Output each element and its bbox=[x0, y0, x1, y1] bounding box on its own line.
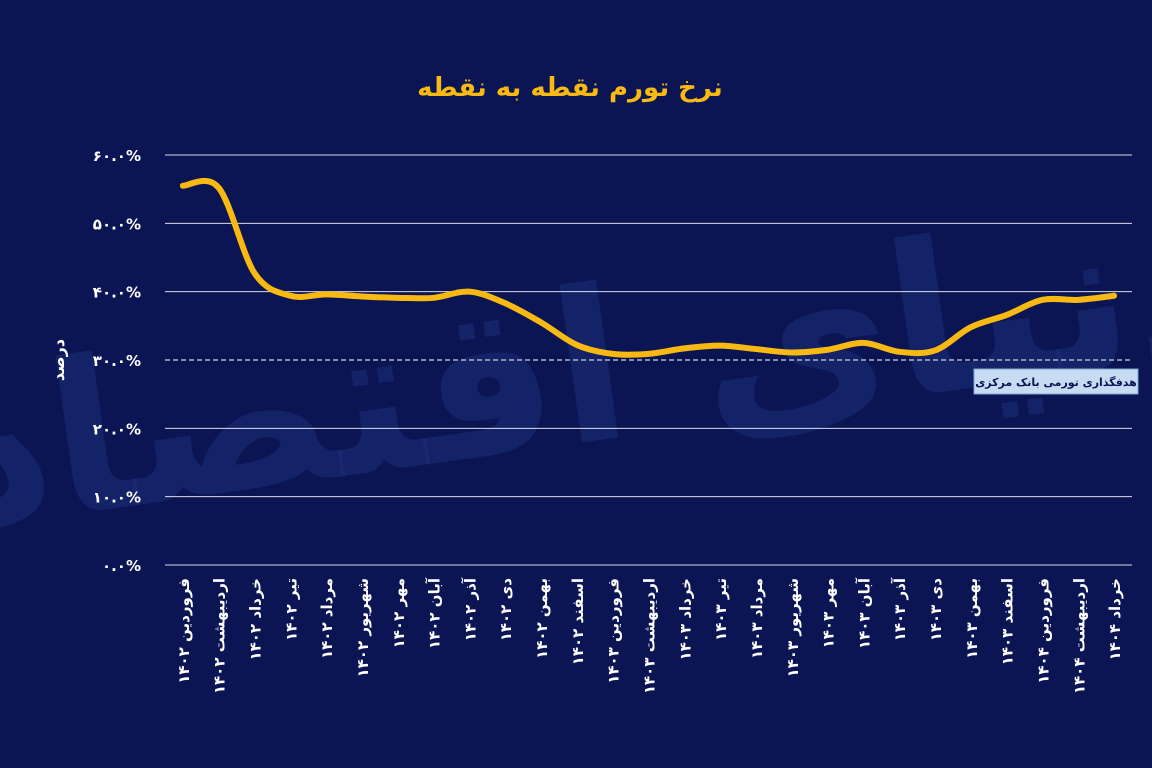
x-tick-label: اردیبهشت ۱۴۰۳ bbox=[641, 578, 659, 694]
y-tick-label: ۳۰.۰% bbox=[93, 352, 141, 370]
x-tick-label: آذر ۱۴۰۲ bbox=[461, 577, 479, 641]
y-tick-label: ۲۰.۰% bbox=[93, 420, 141, 438]
data-point bbox=[538, 319, 544, 325]
x-tick-label: مرداد ۱۴۰۲ bbox=[318, 578, 336, 659]
data-point bbox=[932, 347, 938, 353]
target-label: هدفگذاری تورمی بانک مرکزی bbox=[975, 376, 1137, 389]
data-point bbox=[968, 324, 974, 330]
x-tick-label: فروردین ۱۴۰۲ bbox=[175, 578, 193, 684]
x-tick-label: مهر ۱۴۰۳ bbox=[820, 578, 838, 648]
x-tick-label: فروردین ۱۴۰۴ bbox=[1034, 578, 1052, 684]
y-tick-label: ۱۰.۰% bbox=[93, 489, 141, 507]
x-tick-label: بهمن ۱۴۰۲ bbox=[533, 578, 551, 659]
x-tick-label: آذر ۱۴۰۳ bbox=[891, 577, 909, 641]
x-tick-label: خرداد ۱۴۰۴ bbox=[1106, 578, 1124, 661]
data-point bbox=[466, 289, 472, 295]
x-tick-label: اسفند ۱۴۰۲ bbox=[569, 578, 587, 665]
x-tick-label: تیر ۱۴۰۳ bbox=[712, 578, 730, 641]
x-tick-label: اسفند ۱۴۰۳ bbox=[999, 578, 1017, 665]
target-label-box bbox=[973, 368, 1139, 395]
x-tick-label: تیر ۱۴۰۲ bbox=[282, 578, 300, 641]
x-tick-label: دی ۱۴۰۲ bbox=[497, 578, 515, 642]
data-point bbox=[180, 183, 186, 189]
watermark-text: دنیای اقتصاد bbox=[0, 156, 1152, 580]
x-tick-label: مرداد ۱۴۰۳ bbox=[748, 578, 766, 659]
data-point bbox=[1004, 312, 1010, 318]
data-point bbox=[896, 349, 902, 355]
data-point bbox=[1039, 297, 1045, 303]
data-point bbox=[252, 270, 258, 276]
x-tick-label: بهمن ۱۴۰۳ bbox=[963, 578, 981, 659]
data-point bbox=[717, 343, 723, 349]
data-point bbox=[825, 347, 831, 353]
x-tick-label: شهریور ۱۴۰۳ bbox=[784, 578, 802, 678]
data-point bbox=[395, 295, 401, 301]
x-tick-label: آبان ۱۴۰۲ bbox=[426, 577, 444, 649]
data-point bbox=[1111, 293, 1117, 299]
x-tick-label: فروردین ۱۴۰۳ bbox=[605, 578, 623, 684]
x-tick-label: خرداد ۱۴۰۳ bbox=[676, 578, 694, 661]
chart-title: نرخ تورم نقطه به نقطه bbox=[417, 73, 723, 103]
data-point bbox=[646, 351, 652, 357]
data-point bbox=[323, 291, 329, 297]
x-tick-label: اردیبهشت ۱۴۰۴ bbox=[1070, 578, 1088, 694]
x-tick-label: مهر ۱۴۰۲ bbox=[390, 578, 408, 648]
data-point bbox=[753, 346, 759, 352]
series-group bbox=[179, 177, 1118, 358]
data-point bbox=[610, 351, 616, 357]
y-tick-label: ۵۰.۰% bbox=[93, 215, 141, 233]
data-point bbox=[1075, 297, 1081, 303]
target-line-group: هدفگذاری تورمی بانک مرکزی bbox=[165, 359, 1139, 395]
x-axis-ticks: فروردین ۱۴۰۲ اردیبهشت ۱۴۰۲ خرداد ۱۴۰۲ تیر ۱… bbox=[175, 577, 1124, 694]
x-tick-label: شهریور ۱۴۰۲ bbox=[354, 578, 372, 678]
data-point bbox=[789, 349, 795, 355]
y-axis-ticks: ۰.۰% ۱۰.۰% ۲۰.۰% ۳۰.۰% ۴۰.۰% ۵۰.۰% ۶۰.۰% bbox=[93, 147, 141, 575]
y-axis-label: درصد bbox=[49, 339, 68, 381]
x-tick-label: اردیبهشت ۱۴۰۲ bbox=[211, 578, 229, 694]
data-point bbox=[502, 300, 508, 306]
data-point bbox=[860, 340, 866, 346]
x-tick-label: دی ۱۴۰۳ bbox=[927, 578, 945, 642]
x-tick-label: آبان ۱۴۰۳ bbox=[855, 577, 873, 649]
y-tick-label: ۶۰.۰% bbox=[93, 147, 141, 165]
data-point bbox=[574, 342, 580, 348]
y-tick-label: ۴۰.۰% bbox=[93, 284, 141, 302]
data-point bbox=[216, 185, 222, 191]
series-line bbox=[179, 177, 1118, 358]
y-tick-label: ۰.۰% bbox=[102, 557, 141, 575]
data-point bbox=[287, 293, 293, 299]
data-point bbox=[431, 295, 437, 301]
watermark: دنیای اقتصاد bbox=[0, 156, 1152, 580]
data-point bbox=[681, 345, 687, 351]
data-point bbox=[359, 293, 365, 299]
x-tick-label: خرداد ۱۴۰۲ bbox=[247, 578, 265, 661]
